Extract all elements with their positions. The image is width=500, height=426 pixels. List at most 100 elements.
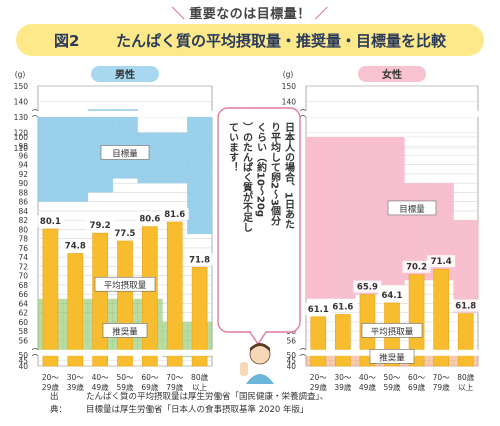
intake-value-label: 70.2 bbox=[406, 263, 427, 273]
note-text-column: り平均して卵2〜3個分 bbox=[269, 122, 282, 227]
category-label: 50〜 bbox=[383, 373, 401, 382]
y-tick-label: 140 bbox=[282, 98, 297, 107]
intake-label-box bbox=[94, 276, 156, 292]
y-tick-label: 120 bbox=[14, 129, 29, 138]
category-label: 60〜 bbox=[141, 373, 159, 382]
y-tick-label: 45 bbox=[286, 357, 296, 366]
recommended-label-box bbox=[102, 323, 148, 338]
y-tick-label: 60 bbox=[18, 318, 28, 327]
source-line-1: たんぱく質の平均摂取量は厚生労働省「国民健康・栄養調査」、 bbox=[86, 392, 329, 402]
category-label: 29歳 bbox=[310, 382, 328, 392]
y-tick-label: 82 bbox=[18, 216, 28, 225]
y-tick-label: 84 bbox=[18, 207, 28, 216]
category-label: 70〜 bbox=[166, 373, 184, 382]
value-label-bg bbox=[185, 253, 214, 266]
y-tick-label: 45 bbox=[18, 357, 28, 366]
intake-bar bbox=[335, 314, 351, 367]
intake-value-label: 61.1 bbox=[308, 305, 329, 315]
target-label: 目標量 bbox=[112, 148, 138, 159]
intake-label-box bbox=[361, 323, 423, 338]
target-range-band bbox=[112, 109, 138, 179]
axis-break-mark-icon bbox=[31, 108, 39, 118]
source-label: 出典： bbox=[50, 392, 68, 415]
value-label-bg bbox=[160, 208, 189, 221]
category-label: 49歳 bbox=[359, 382, 377, 392]
intake-bar bbox=[408, 274, 425, 367]
person-illustration-icon bbox=[240, 343, 274, 384]
y-tick-label: 56 bbox=[286, 336, 296, 345]
category-label: 59歳 bbox=[116, 382, 134, 392]
intake-bar bbox=[142, 226, 158, 367]
y-tick-label: 98 bbox=[18, 142, 28, 151]
intake-bar bbox=[92, 232, 108, 367]
y-tick-label: 62 bbox=[18, 309, 28, 318]
category-label: 39歳 bbox=[67, 382, 85, 392]
y-tick-label: 92 bbox=[18, 170, 28, 179]
person-body-icon bbox=[246, 374, 274, 384]
note-text-column: ています！ bbox=[227, 122, 239, 172]
value-label-bg bbox=[86, 219, 115, 232]
target-range-band bbox=[306, 137, 331, 299]
axis-break-gap bbox=[34, 110, 216, 117]
kicker-heading: ＼ 重要なのは目標量！／ bbox=[0, 3, 500, 22]
y-tick-label: 110 bbox=[14, 144, 29, 153]
category-label: 30〜 bbox=[67, 373, 85, 382]
category-label: 以上 bbox=[192, 383, 207, 392]
y-tick-label: 70 bbox=[18, 272, 28, 281]
y-tick-label: 66 bbox=[18, 290, 28, 299]
target-range-band bbox=[187, 113, 213, 235]
intake-value-label: 77.5 bbox=[115, 229, 136, 239]
intake-value-label: 74.8 bbox=[65, 241, 86, 251]
intake-value-label: 64.1 bbox=[382, 291, 403, 301]
target-range-band bbox=[38, 117, 64, 202]
y-tick-label: 100 bbox=[14, 133, 29, 142]
category-label: 29歳 bbox=[42, 382, 60, 392]
category-label: 40〜 bbox=[359, 373, 377, 382]
note-text-column: ）のたんぱく質が不足し bbox=[241, 121, 254, 233]
intake-value-label: 61.6 bbox=[332, 302, 353, 312]
value-label-bg bbox=[353, 280, 382, 293]
y-tick-label: 150 bbox=[14, 82, 29, 91]
intake-bar bbox=[457, 313, 474, 367]
y-tick-label: 74 bbox=[18, 253, 28, 262]
y-tick-label: 94 bbox=[18, 161, 28, 170]
panel-title-pill-female bbox=[358, 66, 426, 82]
y-tick-label: 80 bbox=[18, 225, 28, 234]
category-label: 79歳 bbox=[166, 382, 184, 392]
y-tick-label: 64 bbox=[18, 299, 28, 308]
y-tick-label: 78 bbox=[18, 235, 28, 244]
intake-bar bbox=[191, 267, 208, 367]
note-text-column: くらい（約10〜20g bbox=[255, 122, 268, 217]
intake-label: 平均摂取量 bbox=[371, 326, 414, 337]
y-axis-unit-male: (g) bbox=[15, 70, 26, 79]
axis-break-gap bbox=[34, 349, 216, 356]
intake-bar bbox=[166, 221, 183, 367]
slash-left-icon: ＼ bbox=[171, 7, 186, 22]
value-label-bg bbox=[111, 227, 139, 239]
y-tick-label: 150 bbox=[282, 82, 297, 91]
y-tick-label: 140 bbox=[14, 98, 29, 107]
axis-break-mark-icon bbox=[31, 347, 39, 357]
value-label-bg bbox=[61, 239, 90, 252]
category-label: 50〜 bbox=[116, 373, 134, 382]
y-tick-label: 76 bbox=[18, 244, 28, 253]
category-label: 79歳 bbox=[433, 382, 451, 392]
category-label: 80歳 bbox=[457, 372, 475, 382]
intake-bar bbox=[433, 268, 449, 367]
recommended-label-box bbox=[369, 349, 415, 364]
category-label: 59歳 bbox=[383, 382, 401, 392]
panel-title-female: 女性 bbox=[382, 68, 402, 81]
value-label-bg bbox=[135, 212, 164, 225]
y-tick-label: 88 bbox=[18, 188, 28, 197]
target-range-band bbox=[355, 137, 381, 295]
intake-value-label: 65.9 bbox=[357, 283, 378, 293]
figure-title: たんぱく質の平均摂取量・推奨量・目標量を比較 bbox=[116, 32, 447, 50]
y-tick-label: 58 bbox=[18, 327, 28, 336]
target-ranges-male bbox=[38, 109, 213, 235]
speech-bubble-tail-cover bbox=[251, 329, 265, 333]
target-range-band bbox=[453, 220, 479, 313]
intake-value-label: 81.6 bbox=[164, 210, 185, 220]
y-axis-unit-female: (g) bbox=[283, 70, 294, 79]
figure-title-band: 図2 たんぱく質の平均摂取量・推奨量・目標量を比較 bbox=[16, 24, 484, 56]
y-tick-label: 56 bbox=[18, 336, 28, 345]
